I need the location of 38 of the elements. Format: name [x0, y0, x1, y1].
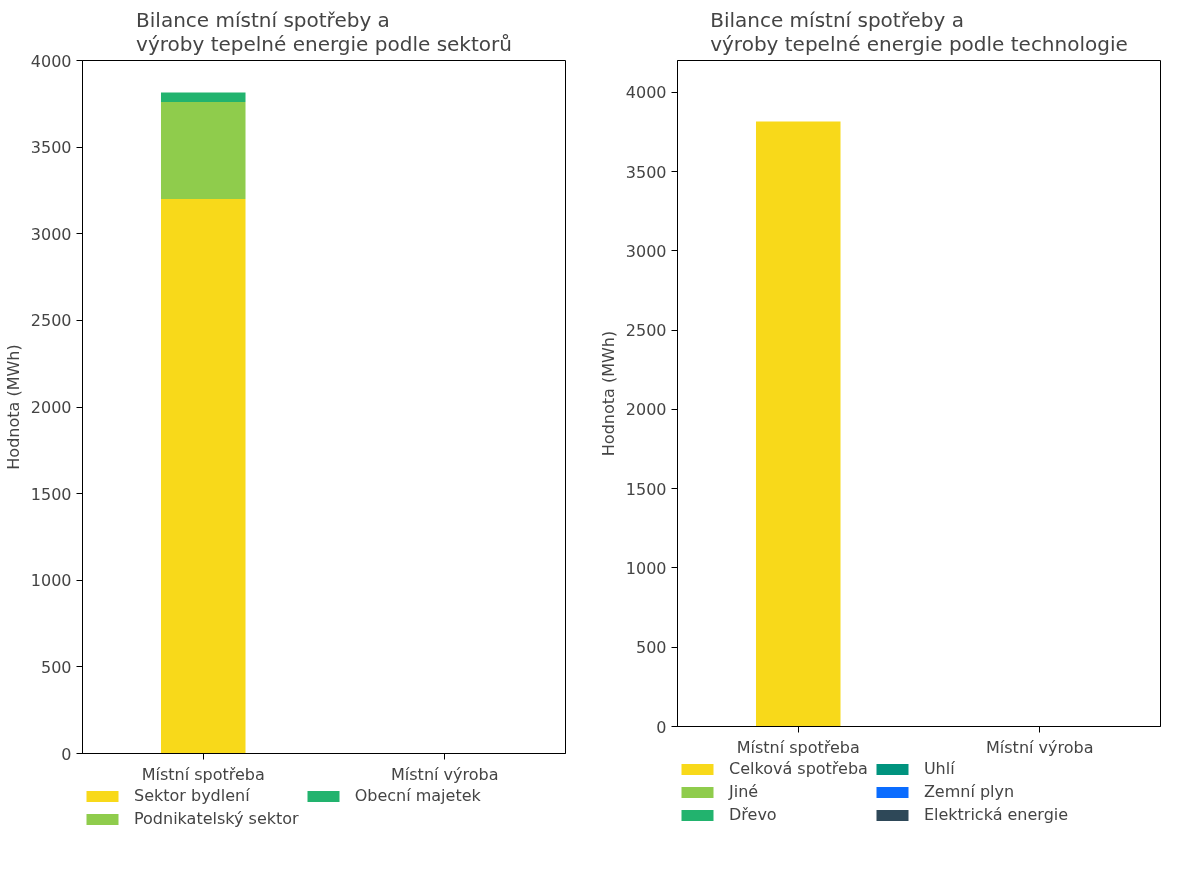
chart-title: Bilance místní spotřeby a výroby tepelné energie podle sektorů	[136, 7, 512, 56]
y-tick-label: 1500	[625, 479, 667, 499]
y-tick-label: 1500	[30, 484, 72, 504]
chart-title: Bilance místní spotřeby a výroby tepelné energie podle technologie	[710, 7, 1128, 56]
y-axis-title: Hodnota (MWh)	[3, 344, 23, 470]
bar	[160, 92, 246, 103]
bar	[160, 102, 246, 200]
y-tick-label: 0	[61, 744, 72, 764]
bar	[160, 199, 246, 754]
legend-label: Podnikatelský sektor	[134, 809, 299, 828]
x-tick-label: Místní výroba	[391, 764, 499, 784]
y-axis-title: Hodnota (MWh)	[598, 330, 618, 457]
y-tick-label: 1000	[30, 571, 72, 591]
legend-label: Obecní majetek	[354, 786, 481, 805]
x-tick-label: Místní spotřeba	[141, 764, 265, 784]
x-tick-label: Místní výroba	[986, 737, 1094, 757]
y-tick-label: 2000	[625, 400, 667, 420]
y-tick-label: 3000	[30, 224, 72, 244]
y-tick-label: 2500	[625, 321, 667, 341]
y-tick-label: 2000	[30, 398, 72, 417]
legend-label: Dřevo	[729, 805, 777, 824]
y-tick-label: 500	[40, 657, 72, 677]
legend-label: Jiné	[729, 782, 759, 801]
legend-label: Uhlí	[923, 759, 955, 778]
y-tick-label: 4000	[30, 51, 72, 71]
y-tick-label: 0	[656, 717, 667, 737]
legend-label: Sektor bydlení	[134, 786, 250, 805]
legend-label: Zemní plyn	[923, 782, 1015, 801]
y-tick-label: 3500	[30, 138, 72, 158]
y-tick-label: 4000	[625, 83, 667, 103]
y-tick-label: 3500	[625, 162, 667, 182]
x-tick-label: Místní spotřeba	[736, 737, 860, 757]
legend-label: Celková spotřeba	[729, 759, 868, 778]
y-tick-label: 3000	[625, 241, 667, 261]
legend-label: Elektrická energie	[923, 805, 1069, 824]
y-tick-label: 2500	[30, 311, 72, 331]
y-tick-label: 500	[635, 638, 667, 658]
y-tick-label: 1000	[625, 558, 667, 578]
